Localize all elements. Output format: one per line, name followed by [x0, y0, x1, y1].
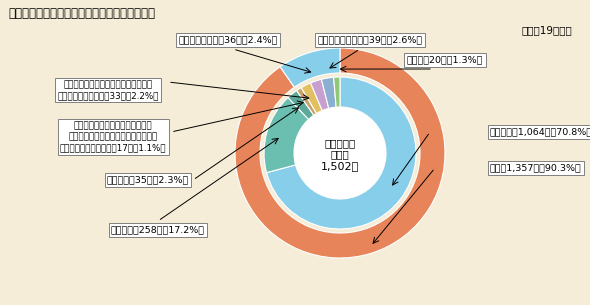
Text: 複合用途・特定　36人（2.4%）: 複合用途・特定 36人（2.4%） — [178, 35, 278, 45]
Wedge shape — [334, 77, 340, 107]
Wedge shape — [288, 91, 314, 120]
Wedge shape — [264, 98, 309, 173]
Text: その他　20人（1.3%）: その他 20人（1.3%） — [407, 56, 483, 64]
Text: 学校・神社・工場・作業所・駐車場・
車庫・倉庫・事務所　33人（2.2%）: 学校・神社・工場・作業所・駐車場・ 車庫・倉庫・事務所 33人（2.2%） — [57, 80, 159, 100]
Text: 共同住宅　258人（17.2%）: 共同住宅 258人（17.2%） — [111, 225, 205, 235]
Wedge shape — [297, 88, 316, 115]
Text: 住宅　1,357人（90.3%）: 住宅 1,357人（90.3%） — [490, 163, 582, 173]
Wedge shape — [310, 79, 329, 111]
Wedge shape — [322, 77, 336, 108]
Circle shape — [295, 108, 385, 198]
Wedge shape — [280, 48, 340, 87]
Wedge shape — [235, 48, 445, 258]
Text: 第１－１－１７図　建物区分別の死者発生状況: 第１－１－１７図 建物区分別の死者発生状況 — [8, 7, 155, 20]
Text: 1,502人: 1,502人 — [321, 161, 359, 171]
Text: 建物火災の: 建物火災の — [324, 138, 356, 148]
Wedge shape — [267, 77, 416, 229]
Text: 併用住宅　35人（2.3%）: 併用住宅 35人（2.3%） — [107, 175, 189, 185]
Text: 複合用途・非特定　39人（2.6%）: 複合用途・非特定 39人（2.6%） — [317, 35, 422, 45]
Text: （平成19年中）: （平成19年中） — [521, 25, 572, 35]
Wedge shape — [301, 83, 322, 113]
Text: 一般住宅　1,064人（70.8%）: 一般住宅 1,064人（70.8%） — [490, 127, 590, 137]
Text: 死者数: 死者数 — [330, 149, 349, 159]
Text: 劇場・遊技場・飲食店舗・待合・
物品販売店舗・旅館・ホテル・病院・
診療所・社会福祉施設　17人（1.1%）: 劇場・遊技場・飲食店舗・待合・ 物品販売店舗・旅館・ホテル・病院・ 診療所・社会… — [60, 121, 166, 152]
